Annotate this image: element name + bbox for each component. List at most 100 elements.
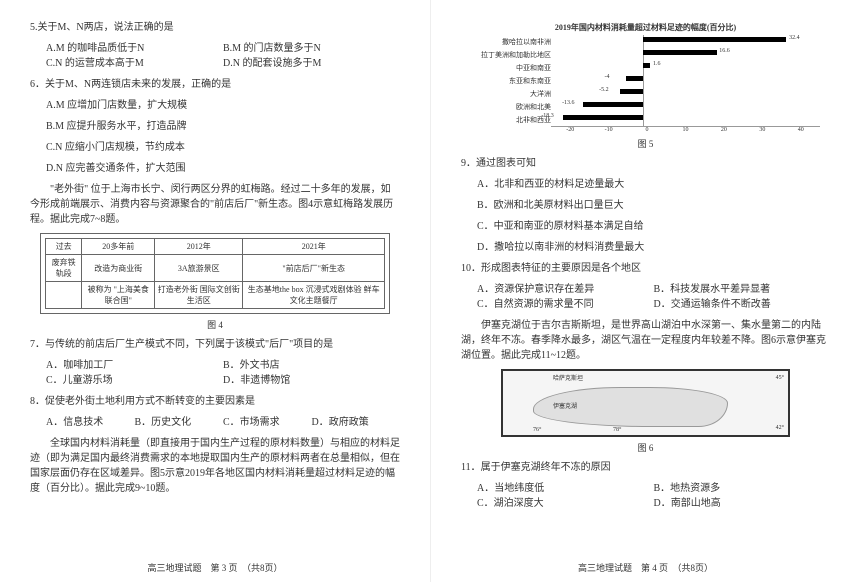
- fig5-row: 拉丁美洲和加勒比地区16.6: [471, 48, 820, 61]
- fig5-row: 大洋洲-5.2: [471, 87, 820, 100]
- fig6-lbl-1: 伊塞克湖: [553, 401, 577, 410]
- q8-stem: 8．促使老外街土地利用方式不断转变的主要因素是: [30, 394, 400, 409]
- fig6-lbl-5: 78°: [613, 427, 621, 433]
- fig6-lbl-3: 42°: [776, 425, 784, 431]
- fig5-row: 中亚和南亚1.6: [471, 61, 820, 74]
- q10-opt-c: C．自然资源的需求量不同: [477, 297, 654, 312]
- q9-opt-b: B．欧洲和北美原材料出口量巨大: [461, 198, 830, 213]
- fig4-r2-3: 生态基地the box 沉浸式戏剧体验 鲜车文化主题餐厅: [243, 282, 385, 309]
- fig5-tick: -10: [589, 127, 627, 133]
- q9-opt-c: C．中亚和南亚的原材料基本满足自给: [461, 219, 830, 234]
- q6-opt-d: D.N 应完善交通条件，扩大范围: [30, 161, 400, 176]
- fig5-caption: 图 5: [461, 137, 830, 150]
- fig4-h2: 2012年: [155, 239, 243, 255]
- q8-opt-a: A．信息技术: [46, 415, 135, 430]
- q11-opt-a: A．当地纬度低: [477, 481, 654, 496]
- q10-options: A．资源保护意识存在差异 B．科技发展水平差异显著 C．自然资源的需求量不同 D…: [461, 282, 830, 312]
- fig5-region-label: 大洋洲: [471, 89, 555, 99]
- footer-right: 高三地理试题 第 4 页 （共8页）: [431, 561, 860, 574]
- q6-opt-b: B.M 应提升服务水平，打造品牌: [30, 119, 400, 134]
- q9-opt-d: D．撒哈拉以南非洲的材料消费量最大: [461, 240, 830, 255]
- fig5-row: 撒哈拉以南非洲32.4: [471, 35, 820, 48]
- q9-opt-a: A．北非和西亚的材料足迹量最大: [461, 177, 830, 192]
- q10-stem: 10．形成图表特征的主要原因是各个地区: [461, 261, 830, 276]
- fig5-axis: -20-10010203040: [551, 126, 820, 133]
- q5-stem: 5.关于M、N两店，说法正确的是: [30, 20, 400, 35]
- fig4-r1-3: "前店后厂"新生态: [243, 255, 385, 282]
- fig5-row: 欧洲和北美-13.6: [471, 100, 820, 113]
- q5-opt-b: B.M 的门店数量多于N: [223, 41, 400, 56]
- fig5-row: 北非和西亚-18.3: [471, 113, 820, 126]
- q11-opt-b: B．地热资源多: [654, 481, 831, 496]
- q6-opt-a: A.M 应增加门店数量，扩大规模: [30, 98, 400, 113]
- left-column: 5.关于M、N两店，说法正确的是 A.M 的咖啡品质低于N B.M 的门店数量多…: [0, 0, 430, 582]
- q5-options: A.M 的咖啡品质低于N B.M 的门店数量多于N C.N 的运营成本高于M D…: [30, 41, 400, 71]
- fig5-region-label: 撒哈拉以南非洲: [471, 37, 555, 47]
- right-column: 2019年国内材料消耗量超过材料足迹的幅度(百分比) 撒哈拉以南非洲32.4拉丁…: [430, 0, 860, 582]
- q8-opt-b: B．历史文化: [135, 415, 224, 430]
- fig5-bar-area: -13.6: [555, 102, 820, 112]
- figure-6: 哈萨克斯坦 伊塞克湖 45° 42° 76° 78°: [501, 369, 790, 437]
- fig5-region-label: 拉丁美洲和加勒比地区: [471, 50, 555, 60]
- q7-opt-b: B．外文书店: [223, 358, 400, 373]
- fig4-r1-2: 3A旅游景区: [155, 255, 243, 282]
- fig4-r1-0: 废弃铁轨段: [46, 255, 82, 282]
- q7-stem: 7．与传统的前店后厂生产模式不同，下列属于该模式"后厂"项目的是: [30, 337, 400, 352]
- q6-opt-c: C.N 应缩小门店规模，节约成本: [30, 140, 400, 155]
- fig6-lbl-0: 哈萨克斯坦: [553, 373, 583, 382]
- q7-options: A．咖啡加工厂 B．外文书店 C．儿童游乐场 D．非遗博物馆: [30, 358, 400, 388]
- fig5-tick: 40: [782, 127, 820, 133]
- fig4-h3: 2021年: [243, 239, 385, 255]
- fig5-region-label: 中亚和南亚: [471, 63, 555, 73]
- fig5-bar-area: 16.6: [555, 50, 820, 60]
- q8-options: A．信息技术 B．历史文化 C．市场需求 D．政府政策: [30, 415, 400, 430]
- q11-options: A．当地纬度低 B．地热资源多 C．湖泊深度大 D．南部山地高: [461, 481, 830, 511]
- fig5-region-label: 欧洲和北美: [471, 102, 555, 112]
- fig5-tick: 0: [628, 127, 666, 133]
- passage-7-8: "老外街" 位于上海市长宁、闵行两区分界的虹梅路。经过二十多年的发展，如今形成前…: [30, 182, 400, 227]
- fig5-bar-area: 32.4: [555, 37, 820, 47]
- fig4-r1-1: 改造为商业街: [82, 255, 155, 282]
- fig5-bar-area: -5.2: [555, 89, 820, 99]
- passage-9-10: 全球国内材料消耗量（即直接用于国内生产过程的原材料数量）与相应的材料足迹（即为满…: [30, 436, 400, 496]
- fig6-lbl-2: 45°: [776, 375, 784, 381]
- fig4-caption: 图 4: [30, 318, 400, 331]
- fig5-body: 撒哈拉以南非洲32.4拉丁美洲和加勒比地区16.6中亚和南亚1.6东亚和东南亚-…: [471, 35, 820, 126]
- passage-11-12: 伊塞克湖位于吉尔吉斯斯坦，是世界高山湖泊中水深第一、集水量第二的内陆湖，终年不冻…: [461, 318, 830, 363]
- fig5-bar-area: 1.6: [555, 63, 820, 73]
- q9-stem: 9．通过图表可知: [461, 156, 830, 171]
- q10-opt-d: D．交通运输条件不断改善: [654, 297, 831, 312]
- q10-opt-a: A．资源保护意识存在差异: [477, 282, 654, 297]
- q8-opt-d: D．政府政策: [312, 415, 401, 430]
- fig6-lbl-4: 76°: [533, 427, 541, 433]
- figure-5: 2019年国内材料消耗量超过材料足迹的幅度(百分比) 撒哈拉以南非洲32.4拉丁…: [471, 22, 820, 133]
- fig4-r2-0: [46, 282, 82, 309]
- fig4-h0: 过去: [46, 239, 82, 255]
- q7-opt-a: A．咖啡加工厂: [46, 358, 223, 373]
- fig5-tick: 10: [666, 127, 704, 133]
- fig5-row: 东亚和东南亚-4: [471, 74, 820, 87]
- q5-opt-a: A.M 的咖啡品质低于N: [46, 41, 223, 56]
- fig5-region-label: 东亚和东南亚: [471, 76, 555, 86]
- footer-left: 高三地理试题 第 3 页 （共8页）: [0, 561, 430, 574]
- fig5-bar-area: -18.3: [555, 115, 820, 125]
- fig4-r2-1: 被称为 "上海美食联合国": [82, 282, 155, 309]
- fig5-tick: 20: [705, 127, 743, 133]
- q7-opt-c: C．儿童游乐场: [46, 373, 223, 388]
- fig5-tick: -20: [551, 127, 589, 133]
- figure-4: 过去 20多年前 2012年 2021年 废弃铁轨段 改造为商业街 3A旅游景区…: [40, 233, 390, 314]
- q7-opt-d: D．非遗博物馆: [223, 373, 400, 388]
- fig5-title: 2019年国内材料消耗量超过材料足迹的幅度(百分比): [471, 22, 820, 33]
- q11-stem: 11．属于伊塞克湖终年不冻的原因: [461, 460, 830, 475]
- fig4-r2-2: 打造老外街 国际文创街 生活区: [155, 282, 243, 309]
- q8-opt-c: C．市场需求: [223, 415, 312, 430]
- q10-opt-b: B．科技发展水平差异显著: [654, 282, 831, 297]
- fig6-caption: 图 6: [461, 441, 830, 454]
- fig5-tick: 30: [743, 127, 781, 133]
- q6-stem: 6．关于M、N两连锁店未来的发展，正确的是: [30, 77, 400, 92]
- fig4-h1: 20多年前: [82, 239, 155, 255]
- q5-opt-d: D.N 的配套设施多于M: [223, 56, 400, 71]
- exam-page: 5.关于M、N两店，说法正确的是 A.M 的咖啡品质低于N B.M 的门店数量多…: [0, 0, 860, 582]
- q5-opt-c: C.N 的运营成本高于M: [46, 56, 223, 71]
- q11-opt-d: D．南部山地高: [654, 496, 831, 511]
